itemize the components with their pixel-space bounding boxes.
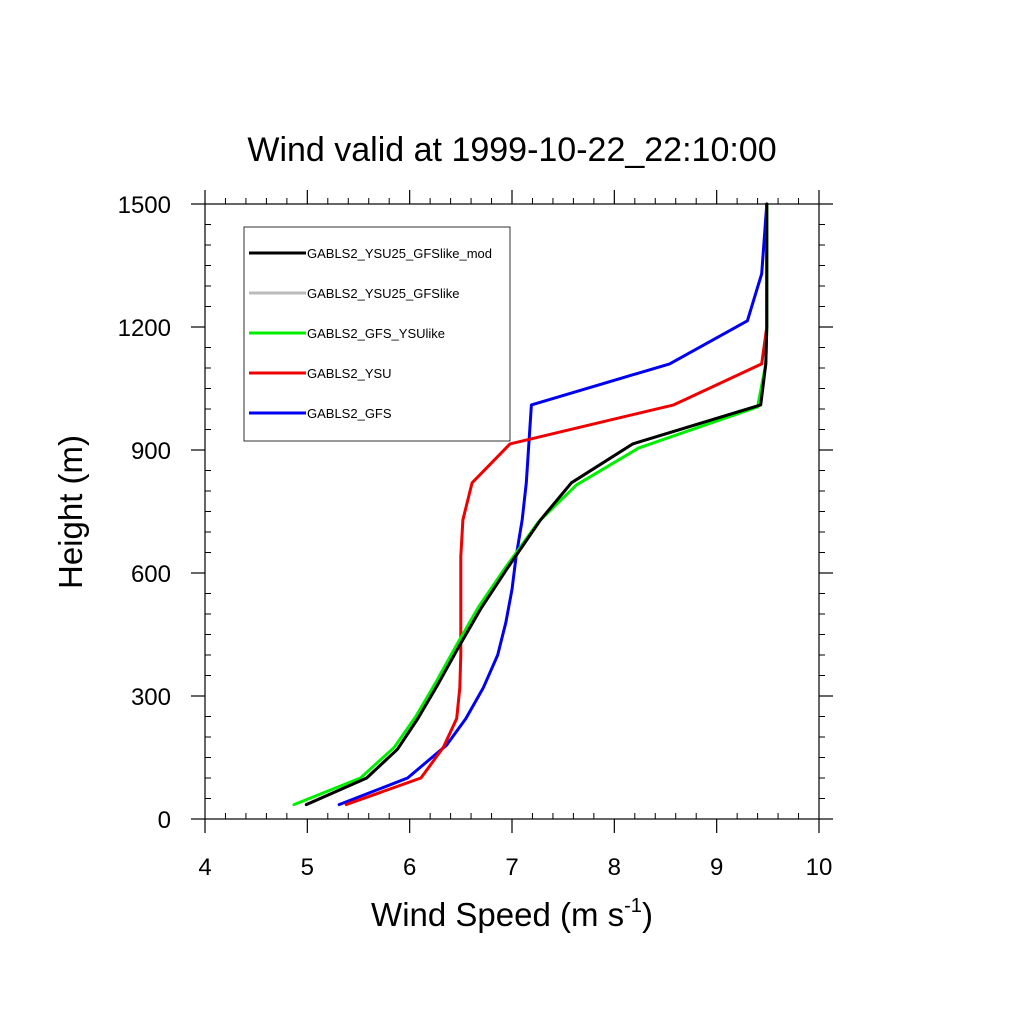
legend-label: GABLS2_GFS [307,406,392,421]
y-tick-label: 0 [158,807,171,834]
series-line-3 [344,202,769,807]
legend-label: GABLS2_YSU [307,366,392,381]
y-tick-label: 1500 [118,192,171,219]
y-tick-label: 900 [131,438,171,465]
y-tick-label: 600 [131,561,171,588]
plot-frame [204,203,820,820]
y-tick-label: 300 [131,684,171,711]
legend: GABLS2_YSU25_GFSlike_mod GABLS2_YSU25_GFS… [243,226,511,442]
x-tick-label: 9 [710,854,723,881]
y-tick-label: 1200 [118,315,171,342]
y-tick-labels: 0 300 600 900 1200 1500 [118,192,171,834]
y-axis-label: Height (m) [52,435,89,589]
axis-ticks [191,190,833,833]
legend-label: GABLS2_GFS_YSUlike [307,326,445,341]
series-line-4 [337,202,769,807]
x-tick-label: 8 [608,854,621,881]
legend-label: GABLS2_YSU25_GFSlike [307,286,459,301]
x-tick-label: 6 [403,854,416,881]
x-tick-label: 4 [198,854,211,881]
x-tick-label: 5 [301,854,314,881]
x-tick-label: 7 [505,854,518,881]
series-line-0 [304,202,769,807]
legend-label: GABLS2_YSU25_GFSlike_mod [307,246,492,261]
chart-title: Wind valid at 1999-10-22_22:10:00 [247,131,776,169]
series-layer [292,202,769,807]
x-tick-labels: 4 5 6 7 8 9 10 [198,854,832,881]
x-axis-label: Wind Speed (m s-1) [371,895,653,933]
x-tick-label: 10 [806,854,833,881]
